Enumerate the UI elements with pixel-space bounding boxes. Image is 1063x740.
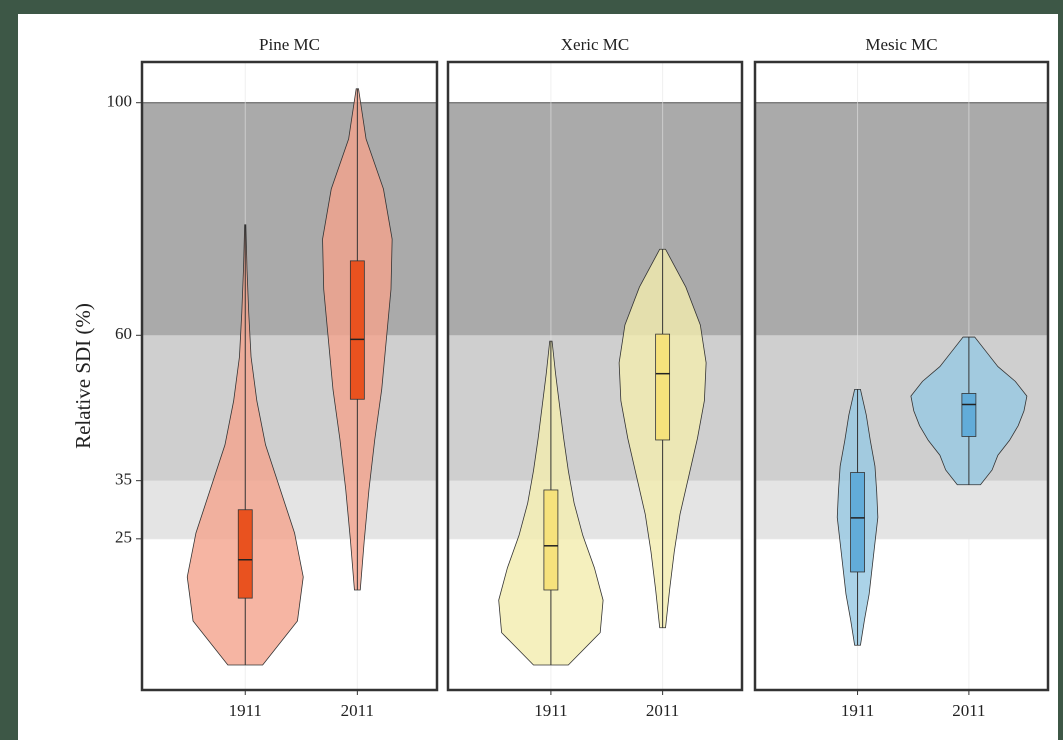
band <box>142 335 437 480</box>
x-tick-label: 1911 <box>229 701 262 720</box>
box <box>962 393 976 436</box>
y-tick-label: 35 <box>115 470 132 489</box>
box <box>544 490 558 590</box>
x-tick-label: 2011 <box>952 701 985 720</box>
y-tick-label: 100 <box>107 92 133 111</box>
x-tick-label: 1911 <box>534 701 567 720</box>
panel-title: Xeric MC <box>561 35 629 54</box>
band <box>448 103 742 336</box>
box <box>350 261 364 399</box>
x-tick-label: 1911 <box>841 701 874 720</box>
panel-title: Pine MC <box>259 35 320 54</box>
band <box>755 481 1048 539</box>
x-tick-label: 2011 <box>341 701 374 720</box>
chart: Relative SDI (%) Pine MC 1911 2011 Xeric MC… <box>0 0 1063 740</box>
page: Relative SDI (%) Pine MC 1911 2011 Xeric MC… <box>0 0 1063 740</box>
band <box>142 103 437 336</box>
y-tick-label: 60 <box>115 324 132 343</box>
x-tick-label: 2011 <box>646 701 679 720</box>
box <box>851 473 865 572</box>
band <box>755 103 1048 336</box>
panel-title: Mesic MC <box>865 35 937 54</box>
y-tick-label: 25 <box>115 528 132 547</box>
box <box>238 510 252 598</box>
box <box>656 334 670 440</box>
y-axis-label: Relative SDI (%) <box>71 303 95 449</box>
band <box>448 481 742 539</box>
